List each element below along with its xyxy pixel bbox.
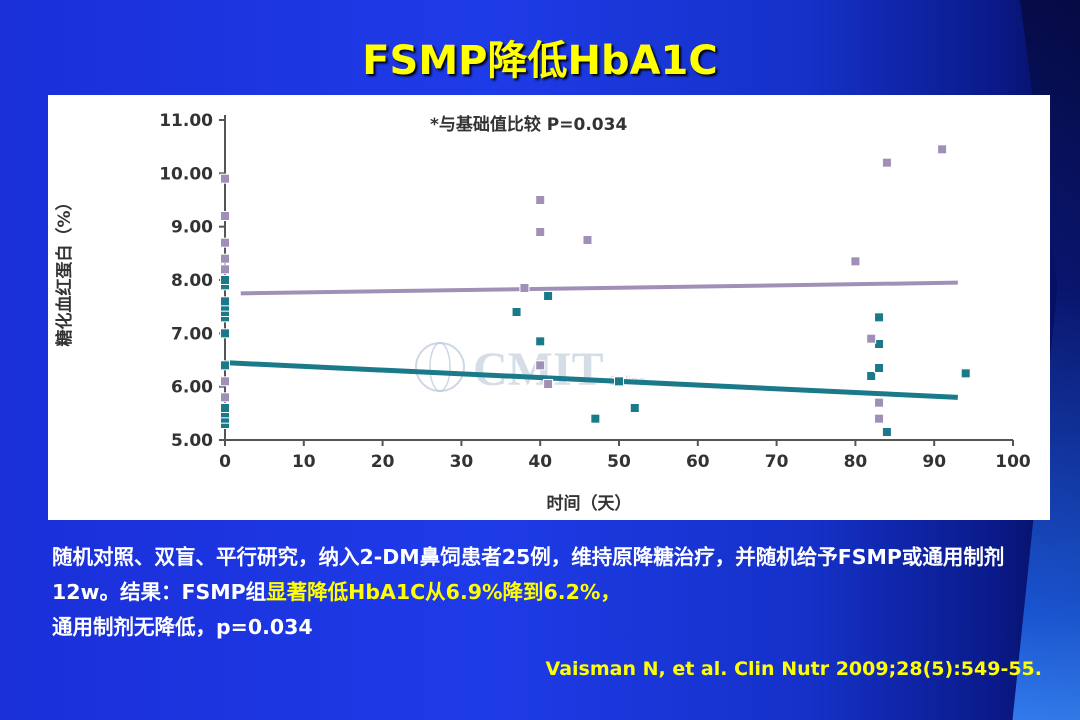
data-point-series-1 [220,296,230,307]
x-tick-label: 70 [765,452,789,472]
data-point-series-1 [220,275,230,285]
data-point-series-2 [220,211,230,221]
chart-panel: 5.00 6.00 7.00 8.00 9.00 10.00 11.00 0 10 20 30 40 5… [48,95,1050,520]
watermark-globe-icon [415,342,465,392]
x-tick-label: 40 [528,452,552,472]
data-point-series-1 [614,376,624,387]
y-tick-label: 11.00 [159,111,213,131]
data-point-series-2 [866,333,877,344]
data-point-series-1 [220,328,230,339]
data-point-series-1 [220,403,230,413]
data-point-series-2 [937,144,948,155]
data-point-series-1 [511,307,522,317]
x-axis-label: 时间（天） [547,493,632,514]
scatter-chart: 5.00 6.00 7.00 8.00 9.00 10.00 11.00 0 10 20 30 40 5… [54,111,1031,514]
x-tick-label: 60 [686,452,710,472]
slide-body-text: 随机对照、双盲、平行研究，纳入2-DM鼻饲患者25例，维持原降糖治疗，并随机给予… [52,540,1042,645]
x-tick-label: 50 [607,452,631,472]
data-point-series-2 [874,397,885,408]
data-point-series-2 [220,376,230,387]
y-tick-label: 10.00 [159,164,213,184]
x-tick-label: 30 [450,452,474,472]
data-point-series-2 [535,227,546,237]
data-point-series-2 [220,237,230,248]
body-text-highlight: 显著降低HbA1C从6.9%降到6.2%， [266,580,621,604]
x-tick-label: 80 [844,452,868,472]
y-tick-label: 7.00 [171,324,213,344]
slide-title: FSMP降低HbA1C [362,38,718,84]
data-point-series-1 [874,363,885,373]
y-axis-label: 糖化血红蛋白（%） [54,193,75,346]
data-point-series-2 [543,379,554,389]
x-tick-label: 0 [219,452,231,472]
data-point-series-2 [220,173,230,184]
data-point-series-2 [850,256,861,267]
data-point-series-2 [220,253,230,264]
data-point-series-1 [590,413,601,424]
y-tick-label: 9.00 [171,218,213,238]
data-point-series-1 [535,336,546,347]
data-point-series-2 [535,360,546,371]
data-point-series-2 [582,235,593,245]
body-text-part1: 随机对照、双盲、平行研究，纳入2-DM鼻饲患者25例，维持原降糖治疗，并随机给予… [52,545,1005,604]
data-point-series-2 [881,157,892,168]
x-tick-label: 100 [995,452,1031,472]
x-tick-label: 90 [922,452,946,472]
data-point-series-1 [220,360,230,371]
y-tick-label: 5.00 [171,431,213,451]
citation-reference: Vaisman N, et al. Clin Nutr 2009;28(5):5… [545,658,1042,680]
y-tick-label: 6.00 [171,378,213,398]
data-point-series-1 [960,368,971,379]
x-tick-label: 20 [371,452,395,472]
y-tick-label: 8.00 [171,271,213,291]
data-point-series-1 [881,427,892,437]
trend-line-series-1 [224,360,958,400]
data-point-series-2 [220,392,230,403]
data-point-series-1 [543,291,554,301]
data-point-series-1 [874,312,885,323]
data-point-series-2 [220,264,230,275]
data-point-series-2 [535,195,546,205]
data-point-series-1 [629,403,640,413]
chart-annotation: *与基础值比较 P=0.034 [430,114,627,135]
watermark-globe-meridian [429,342,451,392]
x-tick-label: 10 [292,452,316,472]
data-point-series-2 [519,283,530,293]
body-text-part2: 通用制剂无降低，p=0.034 [52,615,313,639]
data-point-series-2 [874,413,885,424]
trend-line-series-2 [240,280,958,296]
data-point-series-1 [866,371,877,381]
data-point-series-1 [874,339,885,349]
